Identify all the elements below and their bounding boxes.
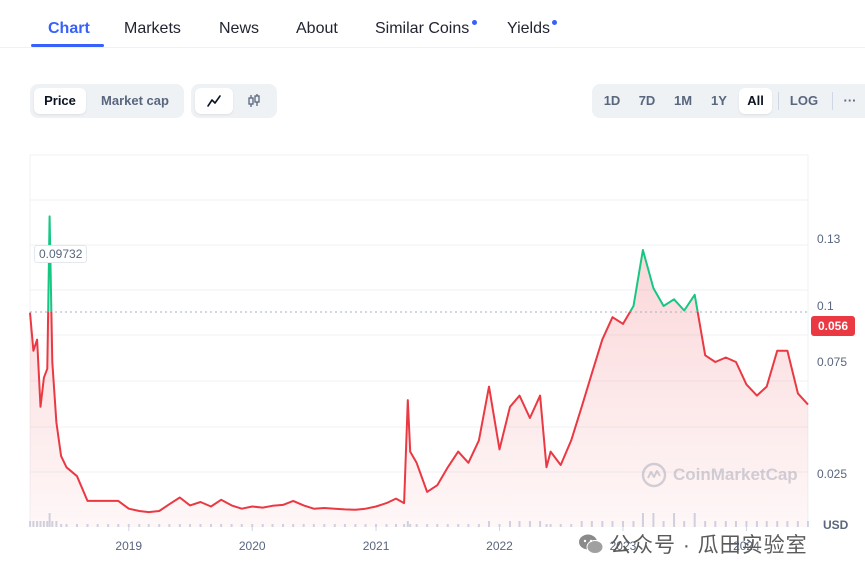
market-cap-button[interactable]: Market cap <box>101 93 169 108</box>
price-area <box>30 216 808 527</box>
x-tick-label: 2023 <box>610 539 637 553</box>
x-axis: 2019 2020 2021 2022 2023 2024 <box>115 527 760 553</box>
wechat-icon <box>579 534 604 554</box>
price-line-above-reference <box>47 215 699 313</box>
tab-about[interactable]: About <box>296 20 338 37</box>
y-tick-label: 0.025 <box>817 467 847 481</box>
price-button[interactable]: Price <box>34 88 86 114</box>
x-tick-label: 2021 <box>363 539 390 553</box>
log-scale-button[interactable]: LOG <box>789 93 819 108</box>
coinmarketcap-watermark: CoinMarketCap <box>641 462 798 488</box>
range-all-button[interactable]: All <box>739 88 772 114</box>
y-axis: 0.025 0.075 0.1 0.13 <box>817 232 847 481</box>
tab-yields[interactable]: Yields <box>507 20 550 37</box>
wechat-watermark: 公众号 · 瓜田实验室 <box>578 529 808 559</box>
tab-news[interactable]: News <box>219 20 260 37</box>
y-tick-label: 0.1 <box>817 299 834 313</box>
x-tick-label: 2020 <box>239 539 266 553</box>
metric-toggle: Price Market cap <box>30 84 184 118</box>
currency-label: USD <box>823 518 849 532</box>
tab-similar-coins[interactable]: Similar Coins <box>375 20 470 37</box>
wechat-account-label: 公众号 · 瓜田实验室 <box>610 534 808 557</box>
candlestick-icon <box>248 94 260 107</box>
x-tick-label: 2019 <box>115 539 142 553</box>
tab-bar: Chart Markets News About Similar Coins Y… <box>0 0 865 48</box>
x-tick-label: 2022 <box>486 539 513 553</box>
y-tick-label: 0.13 <box>817 232 841 246</box>
tab-markets[interactable]: Markets <box>124 20 181 37</box>
coinmarketcap-logo-icon <box>641 462 667 488</box>
current-price-tag: 0.056 <box>811 316 855 336</box>
range-1y-button[interactable]: 1Y <box>711 93 727 108</box>
y-tick-label: 0.075 <box>817 355 847 369</box>
toolbar-divider <box>832 92 833 110</box>
range-selector: 1D 7D 1M 1Y All LOG ··· <box>592 84 865 118</box>
range-7d-button[interactable]: 7D <box>638 93 656 108</box>
line-chart-icon <box>207 95 221 107</box>
reference-price-label: 0.09732 <box>34 245 88 263</box>
range-1m-button[interactable]: 1M <box>673 93 693 108</box>
more-options-button[interactable]: ··· <box>843 93 857 108</box>
line-chart-button[interactable] <box>195 88 233 114</box>
tab-chart[interactable]: Chart <box>48 20 90 37</box>
active-tab-indicator <box>31 44 104 47</box>
range-1d-button[interactable]: 1D <box>603 93 621 108</box>
watermark-text: CoinMarketCap <box>673 465 798 484</box>
x-tick-label: 2024 <box>733 539 760 553</box>
similar-coins-notification-dot <box>472 20 477 25</box>
yields-notification-dot <box>552 20 557 25</box>
candlestick-button[interactable] <box>235 88 273 114</box>
toolbar-divider <box>778 92 779 110</box>
chart-type-toggle <box>191 84 277 118</box>
price-line-below-reference <box>29 312 809 514</box>
